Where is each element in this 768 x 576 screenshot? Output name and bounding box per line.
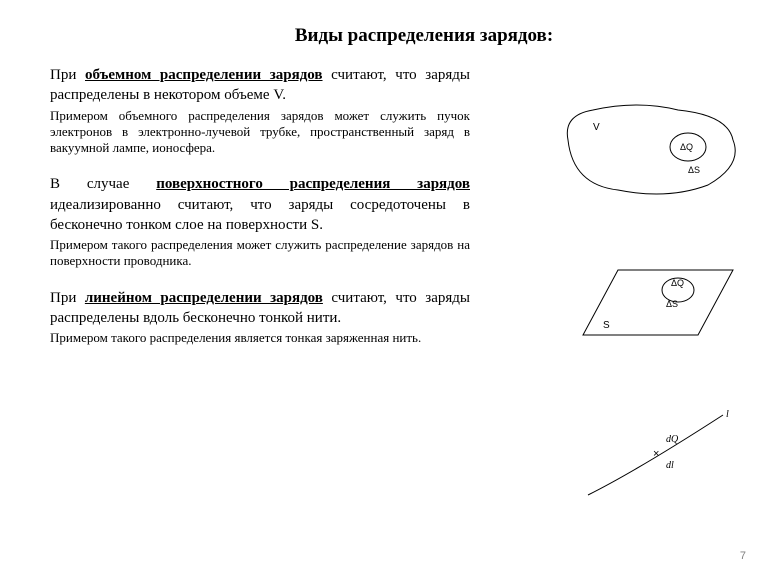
figures-column: V ΔQ ΔS S ΔQ ΔS × l dQ dl bbox=[548, 95, 753, 505]
figure-line: × l dQ dl bbox=[548, 405, 753, 505]
label-dq: dQ bbox=[666, 434, 679, 445]
lead-underlined: поверхностного распределения зарядов bbox=[156, 176, 470, 192]
lead-pre: При bbox=[50, 67, 85, 83]
section-volume-example: Примером объемного распределения зарядов… bbox=[50, 108, 470, 157]
label-ds: ΔS bbox=[688, 165, 700, 175]
volume-diagram-icon: V ΔQ ΔS bbox=[548, 95, 753, 205]
cross-mark: × bbox=[653, 448, 659, 460]
lead-underlined: линейном распределении зарядов bbox=[85, 290, 323, 306]
section-line: При линейном распределении зарядов счита… bbox=[50, 288, 470, 347]
section-surface: В случае поверхностного распределения за… bbox=[50, 174, 470, 269]
label-dq: ΔQ bbox=[671, 278, 684, 288]
section-line-lead: При линейном распределении зарядов счита… bbox=[50, 288, 470, 329]
label-ds: ΔS bbox=[666, 299, 678, 309]
page-title: Виды распределения зарядов: bbox=[50, 25, 728, 47]
lead-pre: При bbox=[50, 290, 85, 306]
label-v: V bbox=[593, 122, 600, 133]
section-volume: При объемном распределении зарядов счита… bbox=[50, 65, 470, 156]
lead-post: идеализированно считают, что заряды соср… bbox=[50, 197, 470, 233]
label-dl: dl bbox=[666, 460, 674, 471]
section-surface-lead: В случае поверхностного распределения за… bbox=[50, 174, 470, 235]
page-number: 7 bbox=[740, 550, 746, 562]
lead-pre: В случае bbox=[50, 176, 156, 192]
section-volume-lead: При объемном распределении зарядов счита… bbox=[50, 65, 470, 106]
figure-surface: S ΔQ ΔS bbox=[548, 250, 753, 360]
figure-volume: V ΔQ ΔS bbox=[548, 95, 753, 205]
line-diagram-icon: × l dQ dl bbox=[548, 405, 753, 505]
section-line-example: Примером такого распределения является т… bbox=[50, 330, 470, 346]
surface-diagram-icon: S ΔQ ΔS bbox=[548, 250, 753, 360]
lead-underlined: объемном распределении зарядов bbox=[85, 67, 323, 83]
section-surface-example: Примером такого распределения может служ… bbox=[50, 237, 470, 270]
label-s: S bbox=[603, 320, 610, 331]
label-dq: ΔQ bbox=[680, 142, 693, 152]
label-l: l bbox=[726, 409, 729, 420]
